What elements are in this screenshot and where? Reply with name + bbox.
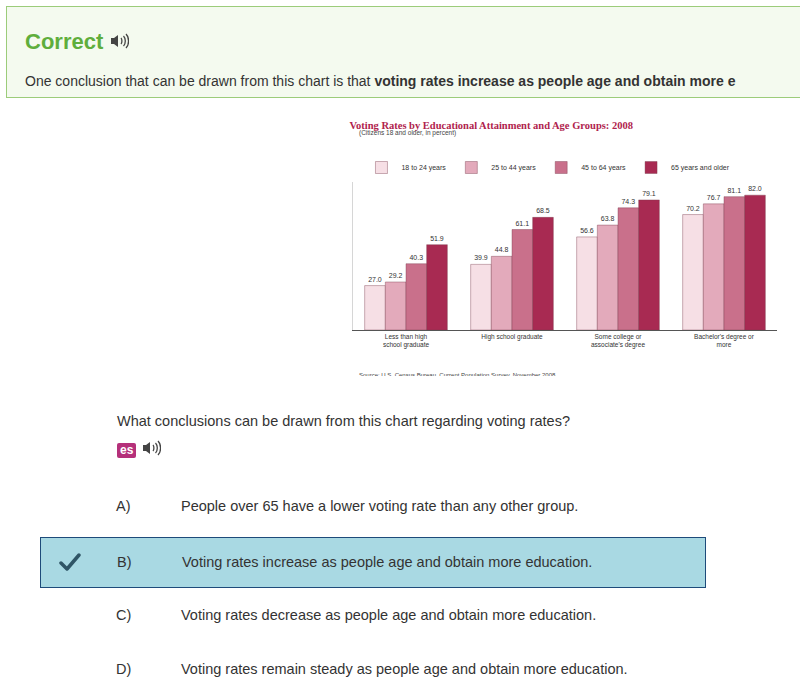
svg-text:40.3: 40.3 [409, 254, 423, 261]
svg-text:45 to 64 years: 45 to 64 years [581, 164, 626, 172]
svg-text:Source: U.S. Census Bureau, Cu: Source: U.S. Census Bureau, Current Popu… [359, 372, 557, 376]
svg-text:82.0: 82.0 [748, 185, 762, 192]
svg-text:(Citizens 18 and older, in per: (Citizens 18 and older, in percent) [359, 129, 456, 137]
html-text:B): B) [117, 554, 132, 570]
svg-text:High school graduate: High school graduate [481, 333, 543, 341]
svg-text:18 to 24 years: 18 to 24 years [401, 164, 446, 172]
html-text:What conclusions can be drawn: What conclusions can be drawn from this … [117, 413, 570, 429]
svg-text:63.8: 63.8 [601, 215, 615, 222]
svg-text:51.9: 51.9 [430, 235, 444, 242]
svg-text:39.9: 39.9 [474, 254, 488, 261]
html-text:A): A) [116, 498, 131, 514]
html-text:D): D) [116, 661, 132, 677]
svg-text:44.8: 44.8 [495, 246, 509, 253]
svg-text:81.1: 81.1 [727, 187, 741, 194]
svg-text:76.7: 76.7 [707, 194, 721, 201]
html-text:Correct: Correct [25, 29, 104, 54]
svg-text:70.2: 70.2 [686, 205, 700, 212]
html-text:Voting rates increase as peopl: Voting rates increase as people age and … [182, 554, 593, 570]
svg-text:56.6: 56.6 [580, 227, 594, 234]
html-text:C): C) [116, 607, 132, 623]
svg-text:68.5: 68.5 [536, 207, 550, 214]
svg-text:Some college orassociate's deg: Some college orassociate's degree [591, 333, 645, 349]
svg-text:25 to 44 years: 25 to 44 years [491, 164, 536, 172]
html-text:es: es [120, 442, 134, 457]
html-text:One conclusion that can be dra: One conclusion that can be drawn from th… [25, 73, 736, 89]
html-text:Voting rates remain steady as: Voting rates remain steady as people age… [181, 661, 628, 677]
svg-text:65 years and older: 65 years and older [671, 164, 730, 172]
svg-text:79.1: 79.1 [642, 190, 656, 197]
svg-text:Bachelor's degree ormore: Bachelor's degree ormore [694, 333, 755, 348]
html-text:People over 65 have a lower vo: People over 65 have a lower voting rate … [181, 498, 579, 514]
svg-text:27.0: 27.0 [368, 276, 382, 283]
svg-text:74.3: 74.3 [621, 198, 635, 205]
svg-text:61.1: 61.1 [515, 220, 529, 227]
svg-text:Voting Rates by Educational At: Voting Rates by Educational Attainment a… [349, 120, 633, 131]
svg-text:Less than highschool graduate: Less than highschool graduate [383, 333, 430, 349]
svg-text:29.2: 29.2 [389, 272, 403, 279]
html-text:Voting rates decrease as peopl: Voting rates decrease as people age and … [181, 607, 597, 623]
